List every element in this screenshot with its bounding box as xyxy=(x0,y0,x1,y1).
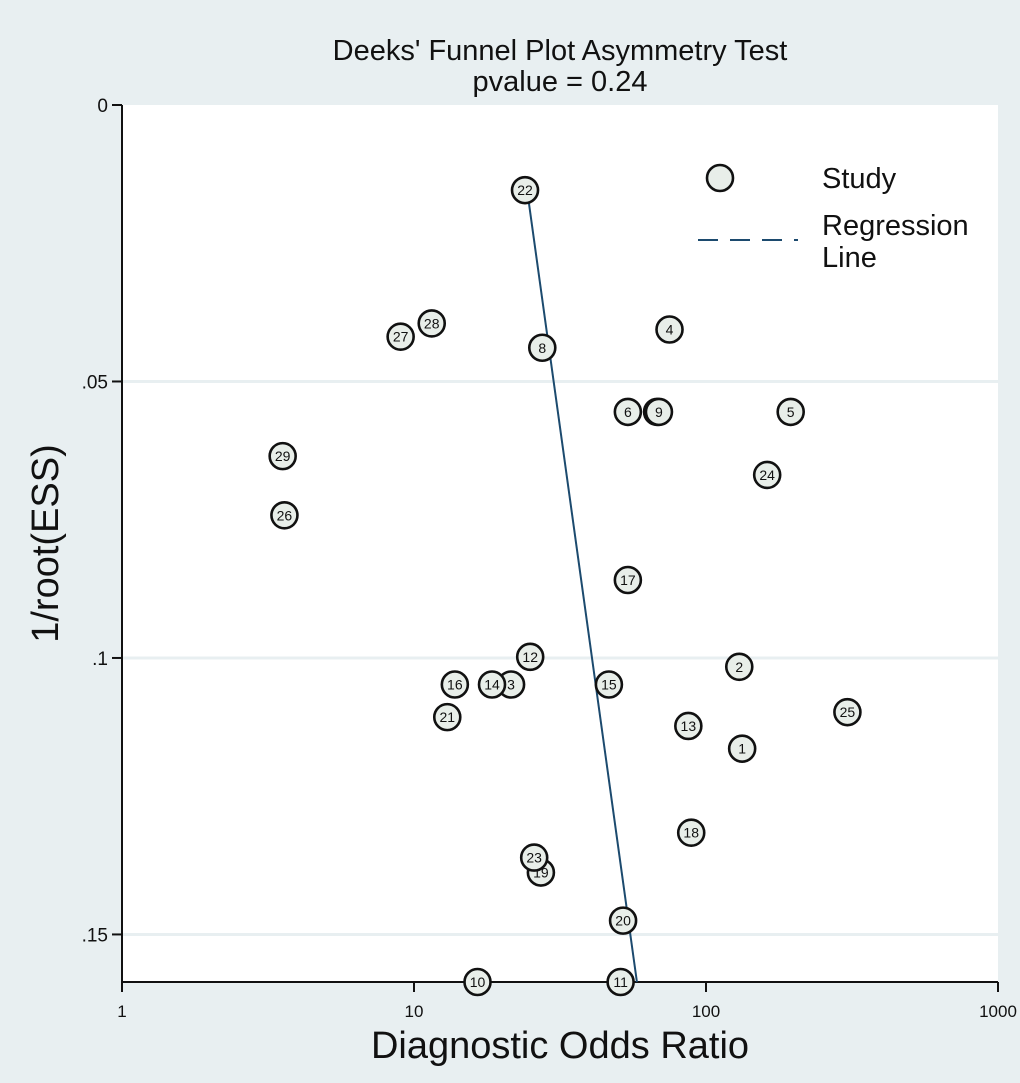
study-point-label: 2 xyxy=(735,659,743,675)
plot-area xyxy=(122,105,998,982)
study-point-marker xyxy=(727,734,757,763)
study-point-marker xyxy=(463,967,492,997)
study-point-label: 23 xyxy=(526,850,542,866)
study-point-label: 1 xyxy=(738,741,746,757)
study-point-label: 3 xyxy=(507,677,515,693)
y-tick-label: .05 xyxy=(82,372,108,393)
study-point-label: 29 xyxy=(275,448,291,464)
study-point-label: 9 xyxy=(655,404,663,420)
study-point-label: 22 xyxy=(517,182,533,198)
x-tick-label: 100 xyxy=(692,1002,720,1021)
study-point-label: 24 xyxy=(759,467,775,483)
chart-title: Deeks' Funnel Plot Asymmetry Test xyxy=(333,35,788,67)
y-tick-label: 0 xyxy=(97,96,108,117)
study-point-label: 6 xyxy=(624,404,632,420)
study-point-marker xyxy=(752,460,782,490)
study-point-label: 16 xyxy=(447,677,463,693)
legend-regression-label: Regression xyxy=(822,210,969,242)
study-point-marker xyxy=(608,906,638,935)
study-point-marker xyxy=(519,843,549,872)
y-axis-label: 1/root(ESS) xyxy=(25,444,67,643)
study-point-marker xyxy=(613,397,643,427)
study-point-label: 14 xyxy=(484,677,500,693)
study-point-label: 11 xyxy=(613,974,628,990)
x-tick-label: 1 xyxy=(117,1002,126,1021)
study-point-marker xyxy=(268,441,297,471)
y-tick-label: .15 xyxy=(82,925,108,946)
chart-subtitle: pvalue = 0.24 xyxy=(473,66,648,98)
study-point-marker xyxy=(676,818,706,847)
study-point-marker xyxy=(613,565,643,595)
study-point-label: 26 xyxy=(277,507,293,523)
study-point-marker xyxy=(515,642,545,672)
study-point-marker xyxy=(776,397,805,427)
study-point-label: 13 xyxy=(681,718,697,734)
study-point-label: 15 xyxy=(601,677,617,693)
study-point-label: 17 xyxy=(620,572,636,588)
study-point-marker xyxy=(477,670,507,699)
study-point-label: 8 xyxy=(538,340,546,356)
study-point-label: 5 xyxy=(787,404,795,420)
x-tick-label: 10 xyxy=(405,1002,424,1021)
study-point-marker xyxy=(527,333,557,363)
study-point-marker xyxy=(417,309,447,338)
study-point-marker xyxy=(606,967,635,997)
study-point-label: 27 xyxy=(393,329,409,345)
study-point-marker xyxy=(644,397,674,427)
x-tick-label: 1000 xyxy=(979,1002,1017,1021)
study-point-marker xyxy=(270,500,299,530)
study-point-label: 10 xyxy=(470,974,486,990)
study-point-marker xyxy=(724,652,754,682)
legend-regression-label-line2: Line xyxy=(822,242,877,274)
study-point-label: 28 xyxy=(424,315,440,331)
study-point-label: 18 xyxy=(683,825,699,841)
y-tick-label: .1 xyxy=(92,649,108,670)
study-point-marker xyxy=(386,322,415,351)
study-point-marker xyxy=(432,702,462,732)
study-point-label: 4 xyxy=(666,322,674,338)
regression-line xyxy=(526,190,638,983)
study-point-marker xyxy=(833,697,862,727)
study-point-label: 25 xyxy=(840,704,856,720)
study-point-marker xyxy=(674,711,703,741)
study-point-label: 20 xyxy=(615,913,631,929)
study-point-label: 21 xyxy=(439,709,455,725)
legend-study-label: Study xyxy=(822,163,897,195)
legend-study-marker xyxy=(705,163,735,193)
study-point-marker xyxy=(440,670,470,699)
study-point-label: 12 xyxy=(522,649,538,665)
study-point-marker xyxy=(655,315,684,344)
x-axis-label: Diagnostic Odds Ratio xyxy=(371,1025,749,1067)
study-point-marker xyxy=(510,175,540,205)
study-point-marker xyxy=(594,670,624,699)
